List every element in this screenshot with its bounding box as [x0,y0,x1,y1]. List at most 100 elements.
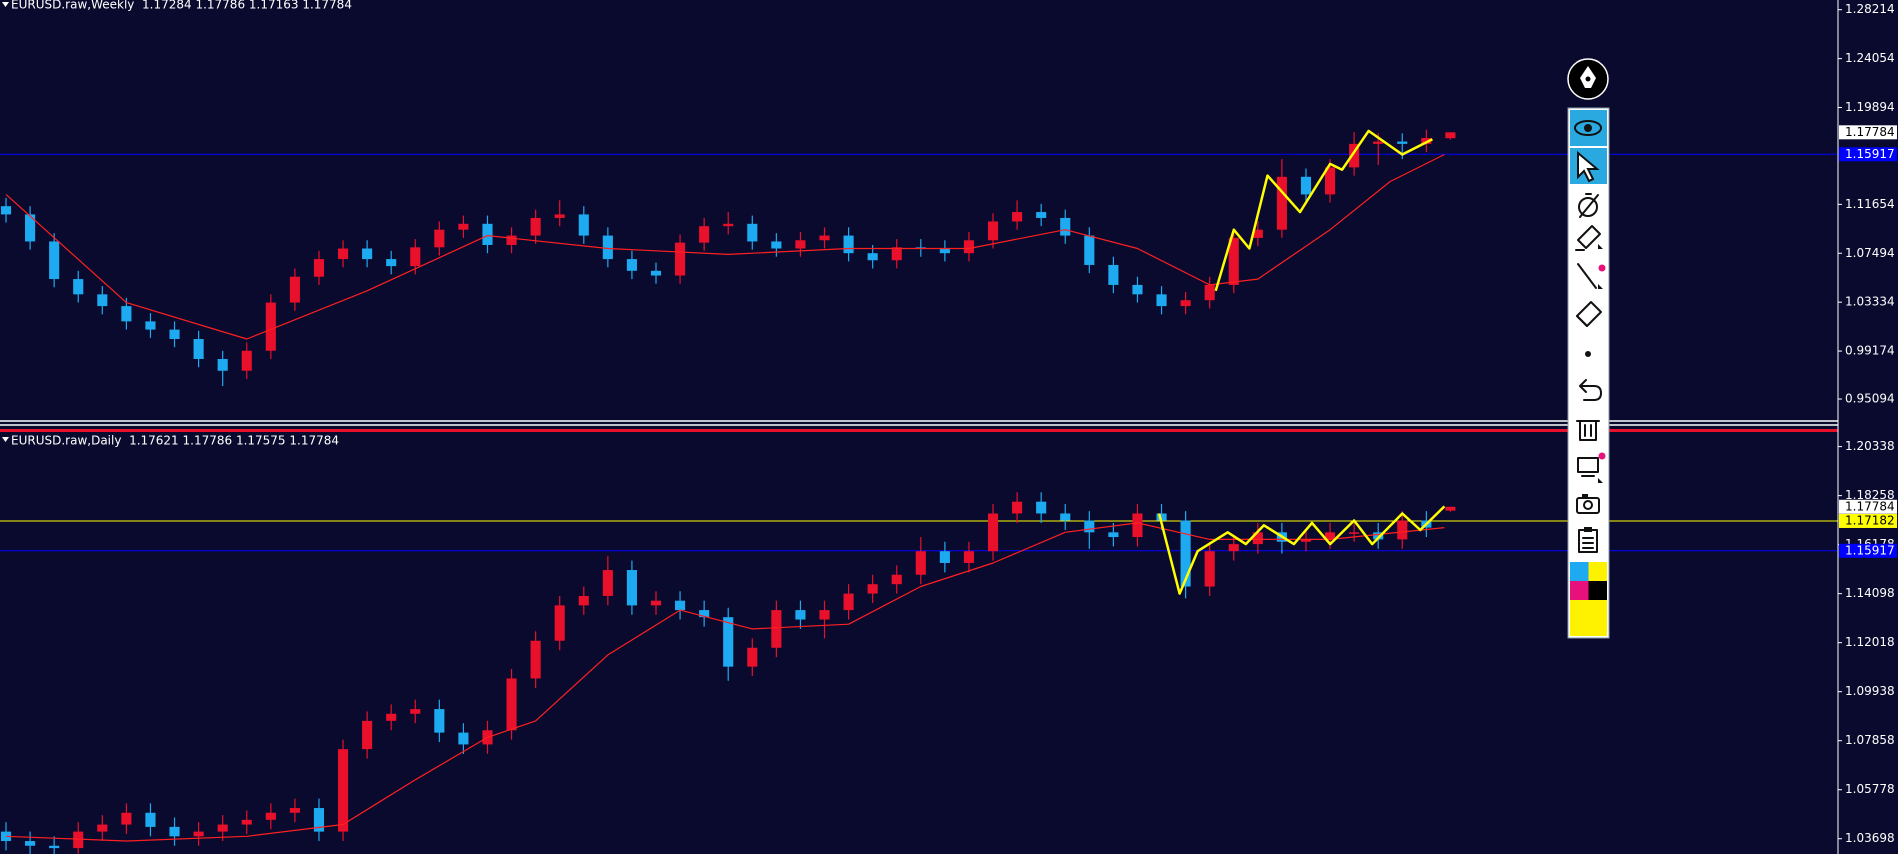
tool-eraser[interactable] [1576,301,1602,327]
y-tick-label: 1.11654 [1845,197,1895,211]
candle-body [867,584,878,594]
candle-body [1276,176,1287,230]
candle-body [723,223,734,227]
candle-body [626,259,637,271]
tool-clipboard[interactable] [1578,527,1598,553]
candle-body [530,640,541,679]
candle-body [1445,506,1456,511]
candle-body [843,593,854,611]
candle-body [602,570,613,596]
candle-body [1084,520,1095,533]
candle-body [458,732,469,745]
y-tick-label: 1.03334 [1845,295,1895,309]
tool-delete[interactable] [1576,420,1600,441]
candle-body [795,610,806,620]
candle-body [145,812,156,827]
pen-icon [1585,76,1591,82]
current-color[interactable] [1570,600,1607,636]
candle-body [1324,532,1336,540]
y-tick-label: 1.18258 [1845,488,1895,502]
y-tick-label: 1.20338 [1845,439,1895,453]
candle-body [217,358,228,371]
tool-ruler[interactable] [1578,193,1599,218]
candle-body [699,610,710,618]
color-swatch[interactable] [1588,562,1608,581]
candle-body [939,551,950,563]
candle-body [747,647,758,667]
candle-body [265,302,276,351]
drawing-toolbar [1567,58,1610,639]
candle-body [1132,513,1143,538]
pane-headers: EURUSD.raw,Weekly 1.17284 1.17786 1.1716… [2,0,352,448]
candle-body [626,570,637,606]
toolbar-panel [1567,107,1610,639]
y-tick-label: 1.07858 [1845,733,1895,747]
tool-template[interactable] [1577,452,1606,484]
tool-screenshot[interactable] [1576,494,1600,514]
candle-body [1060,513,1071,521]
price-tag: 1.17784 [1845,499,1895,513]
candle-body [1300,176,1312,195]
candle-body [410,247,421,267]
tool-undo[interactable] [1579,379,1602,401]
candle-body [482,223,493,245]
candle-body [1204,551,1215,587]
candle-body [963,551,975,563]
y-tick-label: 0.95094 [1845,392,1895,406]
price-label-box [1839,513,1897,528]
tool-marker[interactable] [1575,225,1603,251]
candle-body [362,720,373,750]
price-label: 1.15917 [1845,147,1895,161]
candle-body [193,339,204,359]
tool-line[interactable] [1577,263,1606,289]
candle-body [1012,212,1023,222]
candle-body [939,248,950,254]
moving-average [5,153,1445,340]
candle-body [578,214,589,236]
candle-body [0,206,12,215]
candle-body [313,259,325,277]
y-tick-label: 1.07494 [1845,246,1895,260]
candle-body [289,808,300,813]
candle-body [891,247,902,261]
candle-body [987,513,999,552]
candle-body [1252,229,1263,238]
cursor-icon [1577,150,1600,183]
candle-body [530,217,541,236]
candle-body [554,214,565,218]
header-arrow [2,437,9,442]
candle-body [915,551,926,575]
y-tick-label: 1.12018 [1845,635,1895,649]
candle-body [1036,501,1047,514]
candle-body [1349,143,1360,168]
color-swatch[interactable] [1570,581,1589,600]
candle-body [747,223,758,242]
tool-dot[interactable] [1585,351,1591,357]
candle-body [73,279,84,295]
price-tag-box [1839,499,1897,514]
candle-body [25,214,36,242]
candle-body [1397,141,1408,144]
color-swatch[interactable] [1588,581,1608,600]
daily-pane [0,492,1838,854]
color-swatch[interactable] [1570,562,1589,581]
candle-body [121,306,132,322]
candle-body [795,240,806,249]
candle-body [1300,539,1312,542]
y-tick-label: 1.03698 [1845,831,1895,845]
candle-body [1445,132,1456,139]
candle-body [891,574,902,585]
price-label: 1.17182 [1845,513,1895,527]
candle-body [1156,294,1167,307]
candle-body [1228,237,1239,285]
candle-body [1204,284,1215,301]
candle-body [241,350,252,371]
price-tag-box [1839,125,1897,140]
chart-header: EURUSD.raw,Daily 1.17621 1.17786 1.17575… [11,434,339,448]
candle-body [49,845,60,849]
candle-body [241,819,252,825]
candle-body [289,276,300,303]
candle-body [578,595,589,606]
